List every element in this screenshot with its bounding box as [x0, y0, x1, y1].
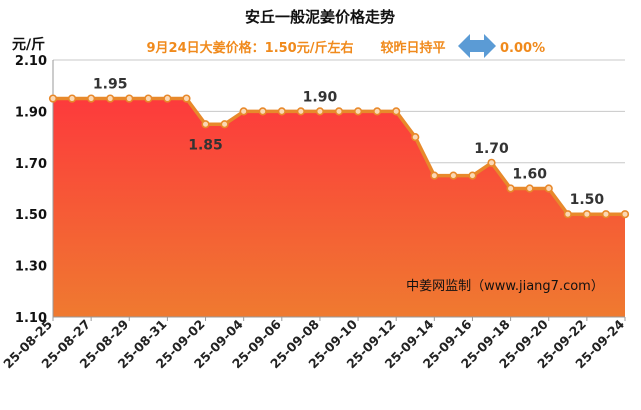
data-point: [48, 94, 58, 103]
data-point: [220, 120, 229, 129]
data-point: [277, 107, 286, 116]
y-tick-label: 1.70: [15, 157, 47, 172]
data-point: [601, 210, 611, 219]
data-label: 1.90: [303, 89, 338, 105]
y-tick-labels: 1.10 1.30 1.50 1.70 1.90 2.10: [15, 54, 47, 326]
data-point: [525, 184, 534, 193]
data-point: [449, 171, 458, 180]
data-point: [582, 210, 591, 219]
y-axis-unit: 元/斤: [12, 36, 45, 53]
data-point: [163, 94, 172, 103]
y-tick-label: 1.30: [15, 260, 47, 275]
data-point: [563, 210, 572, 219]
data-point: [544, 184, 553, 193]
data-point: [334, 107, 344, 116]
axes: [52, 60, 626, 321]
y-tick-label: 1.90: [15, 105, 47, 120]
price-subtitle: 9月24日大姜价格：1.50元/斤左右: [147, 40, 354, 56]
data-points: [48, 94, 630, 219]
data-point: [353, 107, 363, 116]
data-point: [67, 94, 77, 103]
data-point: [144, 94, 153, 103]
data-point: [468, 171, 477, 180]
data-point: [411, 133, 420, 142]
data-point: [315, 107, 325, 116]
data-point: [258, 107, 267, 116]
data-label: 1.85: [188, 137, 223, 153]
y-tick-label: 2.10: [15, 54, 47, 69]
data-point: [506, 184, 515, 193]
data-point: [392, 107, 401, 116]
data-point: [201, 120, 210, 129]
data-point: [239, 107, 248, 116]
data-label: 1.50: [570, 192, 605, 208]
data-point: [182, 94, 191, 103]
chart-title: 安丘一般泥姜价格走势: [245, 8, 395, 26]
double-arrow-icon: [458, 34, 496, 58]
data-point: [373, 107, 382, 116]
change-label: 较昨日持平: [380, 40, 445, 56]
area-fill: [53, 98, 625, 317]
data-label: 1.60: [512, 167, 547, 183]
change-value: 0.00%: [500, 41, 545, 56]
data-point: [87, 94, 96, 103]
data-point: [106, 94, 115, 103]
watermark: 中姜网监制（www.jiang7.com）: [406, 279, 604, 294]
data-point: [430, 171, 439, 180]
data-point: [125, 94, 134, 103]
data-labels: 1.95 1.85 1.90 1.701.60 1.50: [93, 77, 604, 209]
data-label: 1.70: [474, 141, 509, 157]
data-point: [296, 107, 305, 116]
y-tick-label: 1.10: [15, 311, 47, 326]
y-tick-label: 1.50: [15, 208, 47, 223]
data-label: 1.95: [93, 77, 128, 93]
x-tick-labels: 25-08-2525-08-2725-08-2925-08-3125-09-02…: [0, 316, 627, 371]
data-point: [487, 158, 496, 167]
data-point: [620, 210, 630, 219]
